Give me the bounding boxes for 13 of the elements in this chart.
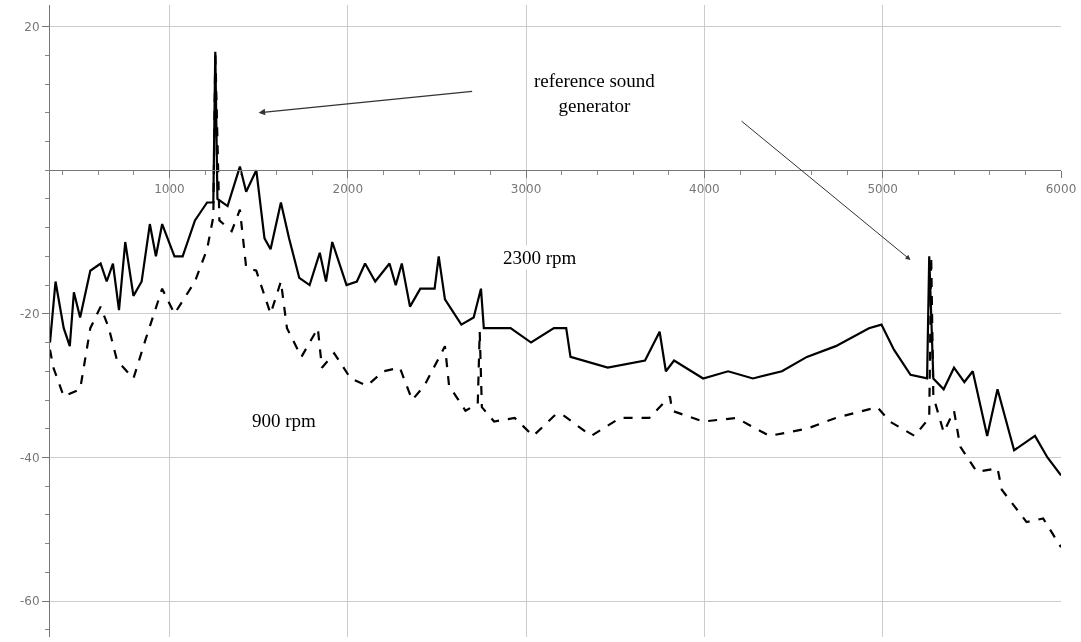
x-tick-label: 5000: [867, 181, 898, 196]
annotation: 900 rpm: [252, 410, 317, 431]
x-tick-label: 2000: [332, 181, 364, 196]
annotation: 2300 rpm: [503, 247, 577, 268]
x-tick-label: 3000: [510, 181, 542, 196]
y-tick-label: -40: [19, 450, 40, 465]
x-tick-label: 1000: [154, 181, 185, 196]
x-tick-label: 6000: [1045, 181, 1077, 196]
y-tick-label: 20: [24, 19, 40, 34]
y-tick-label: -60: [19, 594, 40, 609]
x-tick-label: 4000: [689, 181, 720, 196]
y-tick-label: -20: [19, 307, 40, 322]
annotation: reference sound generator: [534, 70, 656, 116]
